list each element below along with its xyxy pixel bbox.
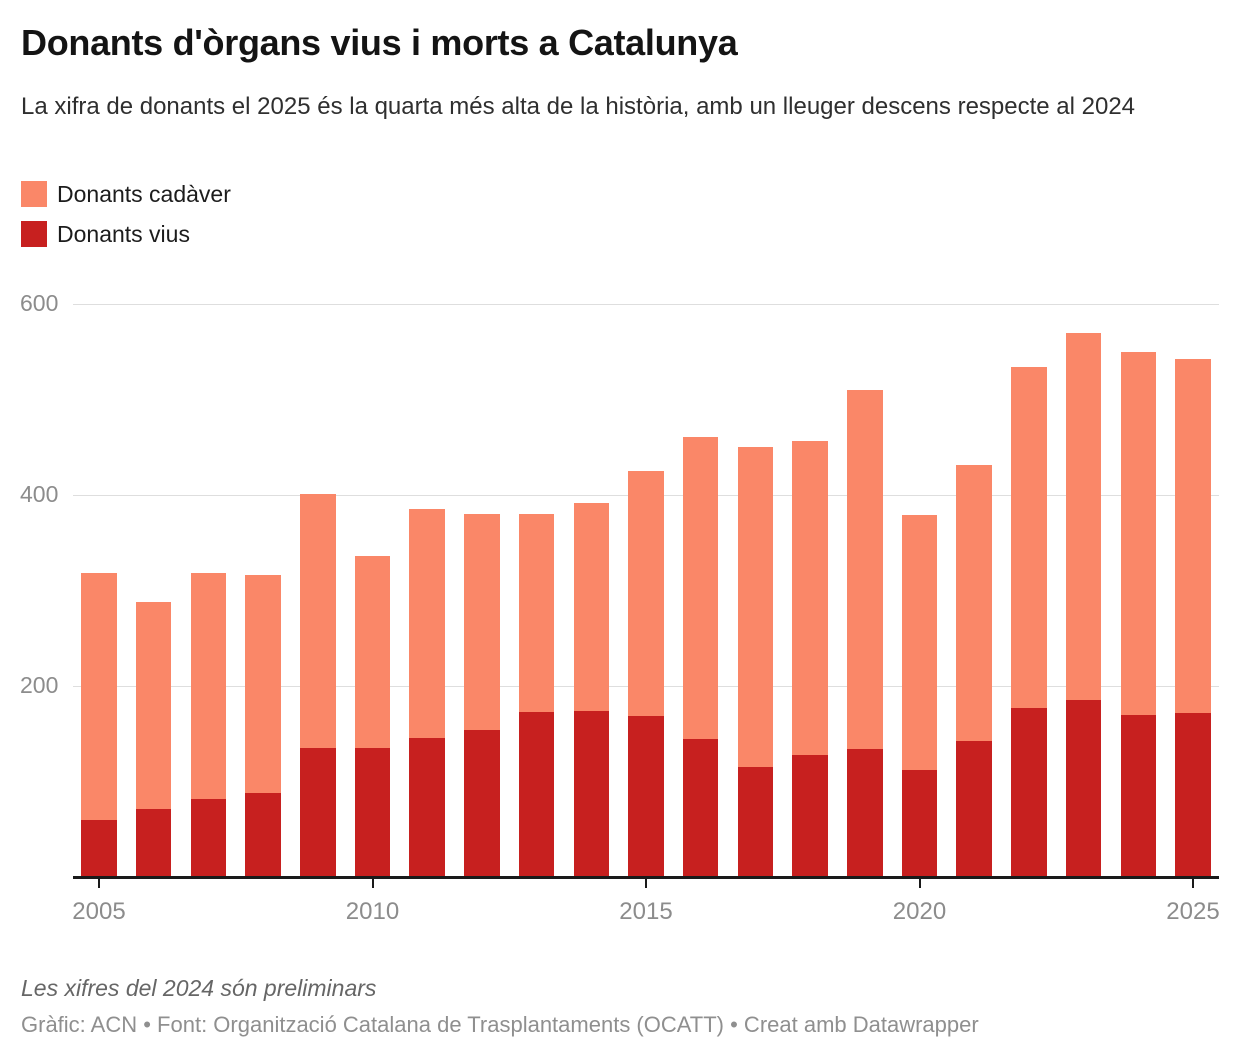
bar-segment-cadaver-2012 xyxy=(464,514,500,731)
credits-line: Gràfic: ACN • Font: Organització Catalan… xyxy=(21,1012,979,1037)
bar-segment-vius-2025 xyxy=(1175,713,1211,878)
bar-segment-vius-2023 xyxy=(1065,699,1102,878)
legend-swatch-vius-icon xyxy=(21,221,47,247)
bar-segment-cadaver-2021 xyxy=(956,464,992,741)
bar-segment-vius-2017 xyxy=(737,766,774,878)
legend-label-vius: Donants vius xyxy=(57,220,190,247)
bar-segment-cadaver-2005 xyxy=(81,572,117,821)
bar-segment-cadaver-2010 xyxy=(354,556,391,749)
bar-segment-vius-2010 xyxy=(354,748,391,878)
y-axis-label-200: 200 xyxy=(20,672,59,699)
bar-segment-cadaver-2013 xyxy=(518,514,555,713)
bar-segment-vius-2012 xyxy=(464,730,500,878)
bar-segment-vius-2006 xyxy=(135,808,172,878)
x-axis-tick-2015 xyxy=(645,879,647,888)
legend: Donants cadàver Donants vius xyxy=(21,181,231,261)
y-axis-label-600: 600 xyxy=(20,290,59,316)
x-axis-label-2020: 2020 xyxy=(892,898,947,925)
bar-segment-vius-2005 xyxy=(81,820,117,878)
bar-segment-vius-2019 xyxy=(847,749,883,878)
bar-segment-cadaver-2019 xyxy=(847,390,883,750)
bar-segment-cadaver-2020 xyxy=(901,515,938,771)
bar-segment-vius-2020 xyxy=(901,770,938,878)
bar-segment-cadaver-2014 xyxy=(573,502,610,712)
x-axis-tick-2010 xyxy=(371,879,374,888)
bar-segment-vius-2007 xyxy=(190,799,227,878)
bar-segment-vius-2018 xyxy=(792,755,828,878)
bar-segment-cadaver-2017 xyxy=(737,447,774,767)
chart-title: Donants d'òrgans vius i morts a Cataluny… xyxy=(21,22,738,63)
bar-segment-vius-2022 xyxy=(1011,708,1047,878)
legend-item-cadaver: Donants cadàver xyxy=(21,181,231,207)
bar-segment-vius-2009 xyxy=(300,748,336,878)
bar-segment-vius-2008 xyxy=(245,793,281,878)
x-axis-label-2025: 2025 xyxy=(1166,898,1220,925)
bar-segment-cadaver-2007 xyxy=(190,572,227,800)
bar-segment-cadaver-2009 xyxy=(300,494,336,749)
x-axis-label-2015: 2015 xyxy=(619,898,673,925)
bar-segment-cadaver-2006 xyxy=(135,602,172,809)
legend-swatch-cadaver-icon xyxy=(21,181,47,207)
y-axis-label-400: 400 xyxy=(20,481,59,508)
bar-segment-vius-2021 xyxy=(956,740,992,878)
bar-segment-cadaver-2025 xyxy=(1175,359,1211,714)
x-axis-label-2005: 2005 xyxy=(72,898,126,925)
footnote: Les xifres del 2024 són preliminars xyxy=(21,975,377,1001)
bar-segment-vius-2024 xyxy=(1120,715,1157,878)
x-axis-tick-2005 xyxy=(98,879,100,888)
bar-segment-vius-2015 xyxy=(628,715,664,878)
bar-segment-cadaver-2011 xyxy=(409,508,445,738)
bar-segment-cadaver-2016 xyxy=(682,436,719,739)
bar-segment-vius-2011 xyxy=(409,737,445,878)
x-axis-line xyxy=(73,876,1219,879)
chart-subtitle: La xifra de donants el 2025 és la quarta… xyxy=(21,93,1136,120)
x-axis-label-2010: 2010 xyxy=(345,898,400,925)
bar-segment-cadaver-2024 xyxy=(1120,351,1157,715)
bar-segment-cadaver-2018 xyxy=(792,440,828,756)
bar-segment-vius-2014 xyxy=(573,711,610,878)
legend-label-cadaver: Donants cadàver xyxy=(57,180,231,207)
bar-segment-cadaver-2015 xyxy=(628,471,664,716)
legend-item-vius: Donants vius xyxy=(21,221,231,247)
bar-segment-cadaver-2022 xyxy=(1011,367,1047,709)
x-axis-tick-2025 xyxy=(1192,879,1194,888)
bar-segment-vius-2013 xyxy=(518,712,555,878)
x-axis-tick-2020 xyxy=(918,879,921,888)
y-gridline-600 xyxy=(73,303,1219,305)
bar-segment-vius-2016 xyxy=(682,738,719,878)
bar-segment-cadaver-2008 xyxy=(245,574,281,794)
bar-segment-cadaver-2023 xyxy=(1065,332,1102,700)
